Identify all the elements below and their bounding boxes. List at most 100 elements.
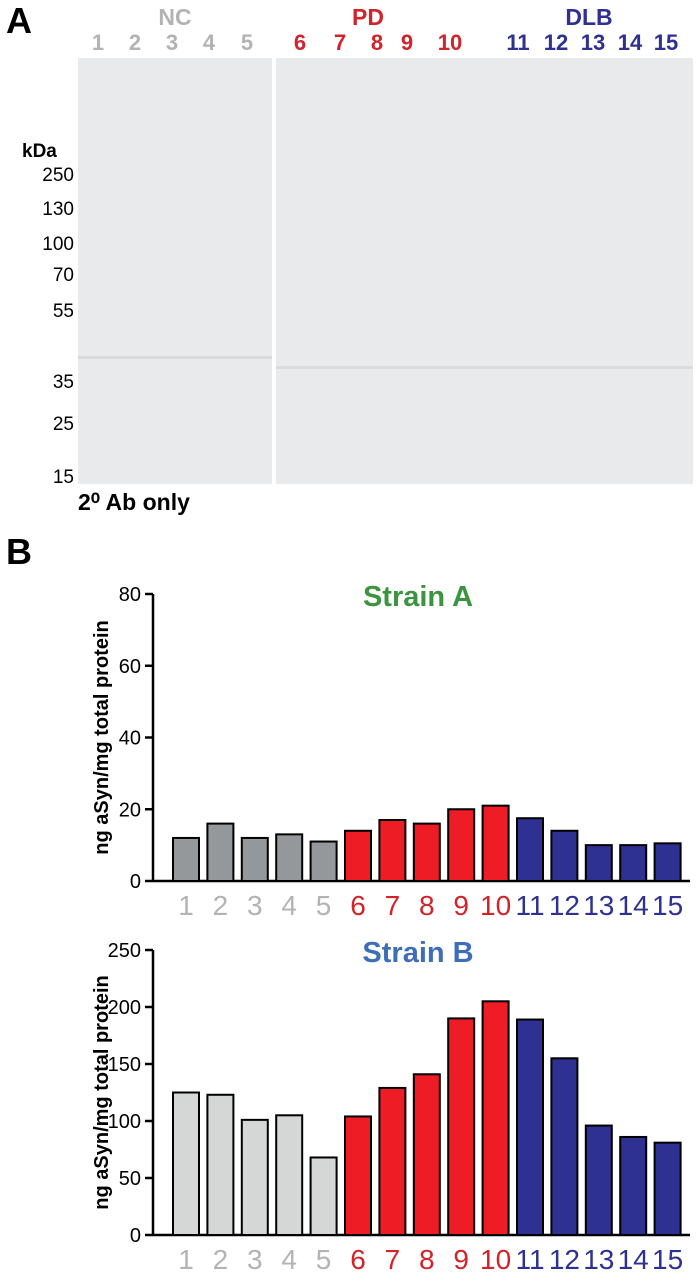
mw-unit-label: kDa: [22, 141, 57, 162]
mw-marker: 35: [52, 372, 74, 393]
strain-b-category-label: 14: [618, 1244, 649, 1275]
strain-b-category-label: 4: [281, 1244, 297, 1275]
strain-a-category-label: 6: [350, 890, 366, 921]
strain-b-category-label: 13: [583, 1244, 614, 1275]
strain-a-chart-title: Strain A: [363, 581, 473, 613]
strain-b-bar-3: [240, 1118, 269, 1236]
strain-a-y-axis-label: ng aSyn/mg total protein: [91, 620, 113, 854]
strain-b-y-tick-label: 50: [119, 1168, 141, 1190]
blot-footer-label: 2⁰ Ab only: [78, 489, 190, 515]
strain-a-category-label: 4: [281, 890, 297, 921]
strain-b-chart-title: Strain B: [362, 937, 473, 969]
blot-left-membrane: [78, 58, 272, 484]
lane-label: 12: [543, 30, 569, 55]
lane-label: 14: [617, 30, 643, 55]
strain-b-bar-14: [619, 1135, 648, 1236]
strain-b-bar-6: [344, 1115, 372, 1236]
lane-label: 8: [370, 30, 384, 55]
strain-a-category-label: 5: [316, 890, 332, 921]
strain-a-bar-10: [481, 804, 510, 882]
mw-marker: 25: [52, 414, 74, 435]
strain-b-bar-4: [275, 1114, 304, 1237]
strain-b-bar-15: [653, 1141, 682, 1237]
mw-marker: 130: [42, 199, 74, 220]
strain-a-category-label: 3: [247, 890, 263, 921]
blot-band: [276, 366, 693, 369]
lane-label: 1: [91, 30, 105, 55]
strain-a-category-label: 13: [583, 890, 614, 921]
strain-b-category-label: 12: [549, 1244, 580, 1275]
mw-marker: 100: [42, 234, 74, 255]
strain-b-bar-12: [550, 1057, 579, 1237]
strain-b-bar-5: [309, 1156, 338, 1236]
strain-b-category-label: 3: [247, 1244, 263, 1275]
strain-a-category-label: 9: [453, 890, 469, 921]
strain-b-category-label: 6: [350, 1244, 366, 1275]
strain-b-bar-10: [481, 1000, 510, 1236]
strain-a-bar-6: [344, 829, 372, 883]
strain-b-y-tick-label: 150: [108, 1054, 141, 1076]
strain-b-category-label: 10: [480, 1244, 511, 1275]
mw-marker: 70: [52, 265, 74, 286]
strain-a-bar-12: [550, 829, 579, 883]
strain-a-bar-7: [378, 819, 407, 883]
strain-b-y-tick-label: 100: [108, 1111, 141, 1133]
lane-label: 3: [165, 30, 179, 55]
strain-a-bar-5: [309, 840, 338, 882]
strain-a-category-label: 11: [515, 890, 544, 921]
strain-a-y-tick-label: 20: [119, 799, 141, 821]
lane-label: 10: [437, 30, 463, 55]
strain-a-bar-4: [275, 833, 304, 882]
strain-b-bar-8: [412, 1073, 441, 1237]
strain-b-y-tick-label: 200: [108, 997, 141, 1019]
strain-b-category-label: 7: [385, 1244, 401, 1275]
strain-a-category-label: 1: [178, 890, 194, 921]
mw-marker: 55: [52, 301, 74, 322]
strain-a-y-tick-label: 0: [130, 871, 141, 893]
strain-a-category-label: 14: [618, 890, 649, 921]
mw-marker: 250: [42, 165, 74, 186]
lane-label: 2: [128, 30, 142, 55]
lane-label: 6: [293, 30, 307, 55]
strain-a-y-tick-label: 40: [119, 728, 141, 750]
strain-a-category-label: 12: [549, 890, 580, 921]
strain-b-y-axis-label: ng aSyn/mg total protein: [91, 975, 113, 1209]
strain-a-bar-8: [412, 822, 441, 882]
strain-b-bar-9: [447, 1017, 476, 1237]
panel-a-letter: A: [6, 0, 32, 41]
strain-b-y-tick-label: 250: [108, 940, 141, 962]
strain-a-bar-9: [447, 808, 476, 882]
strain-b-bar-13: [584, 1124, 613, 1237]
strain-b-bar-7: [378, 1086, 407, 1236]
lane-label: 5: [240, 30, 254, 55]
strain-a-category-label: 10: [480, 890, 511, 921]
strain-a-bar-15: [653, 842, 682, 882]
strain-b-bar-2: [206, 1093, 235, 1237]
strain-a-y-tick-label: 80: [119, 584, 141, 606]
strain-b-category-label: 2: [213, 1244, 229, 1275]
strain-b-y-tick-label: 0: [130, 1225, 141, 1247]
mw-marker: 15: [52, 467, 74, 488]
lane-label: 13: [580, 30, 606, 55]
blot-right-membrane: [276, 58, 693, 484]
strain-b-category-label: 5: [316, 1244, 332, 1275]
strain-a-bar-2: [206, 822, 235, 882]
strain-b-category-label: 15: [652, 1244, 683, 1275]
strain-a-category-label: 8: [419, 890, 435, 921]
strain-a-bar-3: [240, 836, 269, 883]
lane-label: 11: [506, 30, 530, 55]
strain-a-y-tick-label: 60: [119, 656, 141, 678]
lane-label: 7: [333, 30, 347, 55]
strain-a-category-label: 7: [385, 890, 401, 921]
blot-band: [78, 356, 272, 359]
panel-b-letter: B: [6, 531, 32, 572]
lane-label: 9: [400, 30, 414, 55]
lane-label: 4: [202, 30, 216, 55]
group-label-nc: NC: [158, 4, 192, 30]
strain-b-bar-1: [172, 1091, 200, 1236]
group-label-dlb: DLB: [565, 4, 613, 30]
strain-a-bar-13: [584, 844, 613, 882]
strain-a-category-label: 15: [652, 890, 683, 921]
group-label-pd: PD: [352, 4, 384, 30]
